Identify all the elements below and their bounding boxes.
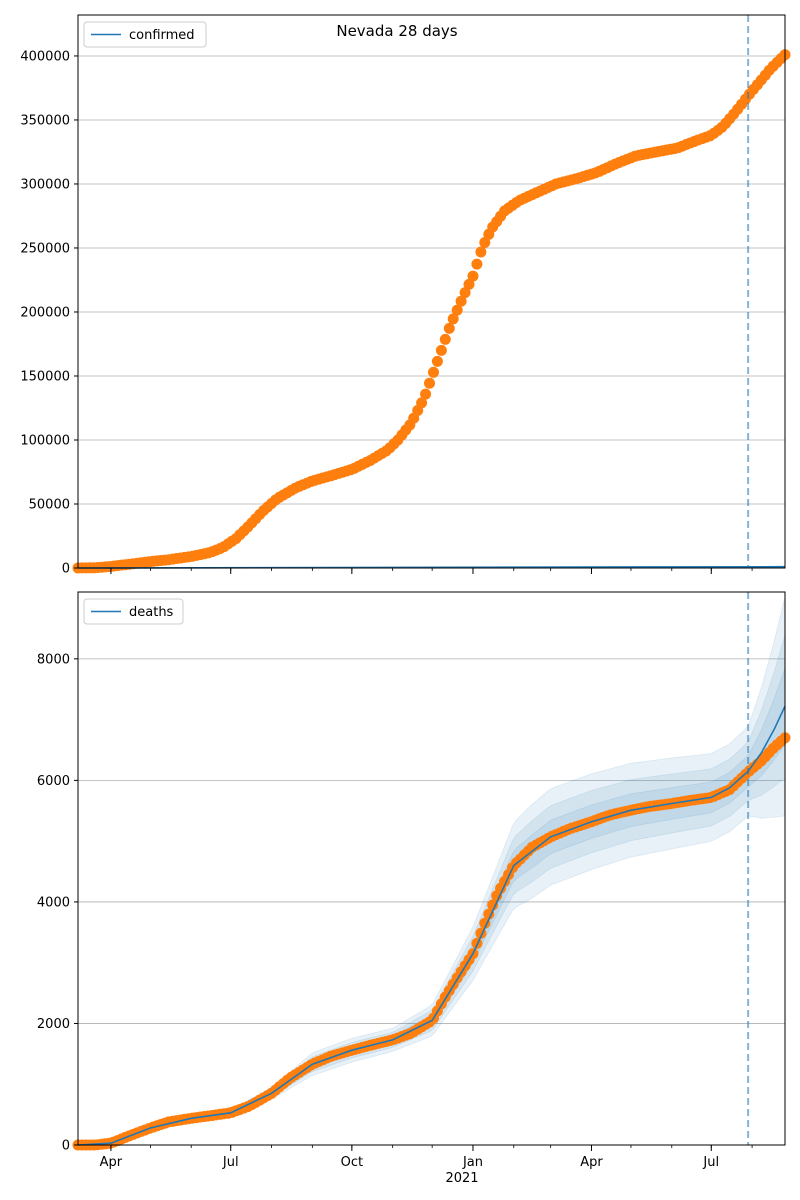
y-tick-label: 2000 [37, 1017, 70, 1032]
observed-point [479, 237, 491, 248]
model-line [77, 705, 786, 1146]
y-tick-label: 400000 [20, 49, 70, 64]
legend-label: confirmed [129, 28, 195, 43]
y-tick-label: 350000 [20, 113, 70, 128]
x-tick-label: Jan [462, 1155, 483, 1170]
x-tick-label: Apr [100, 1155, 123, 1170]
y-tick-label: 4000 [37, 895, 70, 910]
legend-box [83, 21, 207, 48]
observed-point [420, 388, 432, 400]
axes-frame [77, 591, 786, 1146]
figure-title: Nevada 28 days [336, 22, 457, 40]
axes-frame [77, 14, 786, 569]
uncertainty-band [77, 596, 786, 1146]
y-tick-label: 50000 [29, 497, 70, 512]
observed-point [467, 270, 479, 282]
observed-point [431, 355, 443, 367]
y-tick-label: 300000 [20, 177, 70, 192]
observed-series [72, 49, 791, 574]
x-tick-label: Oct [341, 1155, 363, 1170]
observed-point [416, 397, 428, 409]
y-tick-label: 0 [62, 562, 70, 577]
observed-point [487, 899, 499, 911]
observed-point [483, 908, 495, 920]
observed-point [424, 377, 435, 389]
confirmed-panel: 0 50000 100000 150000 200000 250000 300000 3500… [20, 14, 791, 577]
y-tick-label: 150000 [20, 369, 70, 384]
legend: confirmed [83, 21, 207, 48]
observed-point [435, 344, 447, 356]
y-tick-label: 6000 [37, 774, 70, 789]
x-tick-label: Jul [702, 1155, 719, 1170]
observed-point [447, 313, 459, 325]
y-tick-label: 250000 [20, 241, 70, 256]
observed-point [428, 366, 439, 378]
deaths-panel: 0 2000 4000 6000 8000 Apr Jul Oct Jan Apr Jul death… [37, 591, 791, 1170]
y-tick-label: 100000 [20, 433, 70, 448]
uncertainty-band [77, 667, 786, 1146]
observed-point [463, 278, 475, 290]
uncertainty-band [77, 634, 786, 1146]
observed-point [439, 333, 451, 345]
y-tick-label: 200000 [20, 305, 70, 320]
observed-point [459, 287, 471, 299]
x-tick-label: Apr [580, 1155, 603, 1170]
legend-box [83, 598, 184, 625]
observed-point [451, 304, 463, 316]
y-tick-label: 8000 [37, 652, 70, 667]
observed-point [443, 322, 455, 334]
observed-point [455, 295, 467, 307]
y-tick-label: 0 [62, 1139, 70, 1154]
legend: deaths [83, 598, 184, 625]
observed-point [471, 258, 483, 270]
legend-label: deaths [129, 605, 174, 620]
x-tick-label: Jul [222, 1155, 239, 1170]
x-year-label: 2021 [445, 1171, 478, 1186]
observed-point [475, 246, 487, 258]
